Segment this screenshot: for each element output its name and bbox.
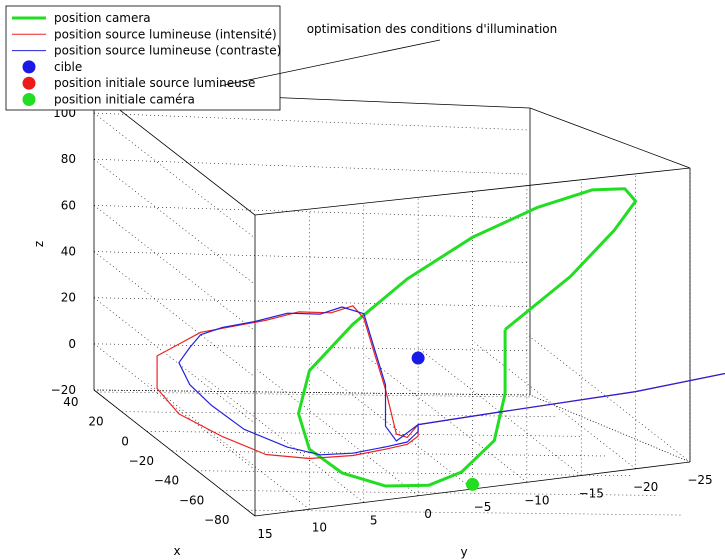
z-grid-line <box>93 251 531 263</box>
series-line-0 <box>297 187 638 488</box>
series-line-1 <box>156 305 725 460</box>
x-grid-line <box>121 411 558 417</box>
z-grid-line <box>93 297 256 424</box>
z-axis-label: z <box>32 241 46 247</box>
x-tick-label: 20 <box>88 415 103 429</box>
x-tick-label: −40 <box>154 474 179 488</box>
y-grid-line <box>474 342 636 469</box>
z-tick-label: 40 <box>61 245 76 259</box>
front-top-edge-left <box>93 89 256 216</box>
legend-leader-line <box>219 39 441 87</box>
z-tick-label: 60 <box>61 198 76 212</box>
x-grid-line <box>171 450 608 457</box>
marker-0 <box>411 351 425 365</box>
data-series <box>156 187 725 488</box>
grid-lines <box>93 112 691 517</box>
y-grid-line <box>528 335 691 463</box>
y-tick-label: −25 <box>687 473 712 487</box>
z-tick-label: −20 <box>51 383 76 397</box>
y-tick-label: 5 <box>370 514 378 528</box>
z-grid-line <box>93 343 256 470</box>
x-grid-line <box>247 509 684 516</box>
z-grid-line <box>93 205 256 332</box>
legend-label: cible <box>54 60 82 74</box>
z-grid-line <box>93 158 531 175</box>
z-grid-line <box>93 389 531 396</box>
z-grid-line <box>93 251 256 378</box>
data-markers <box>411 351 479 491</box>
x-grid-line <box>146 431 583 437</box>
y-tick-label: −10 <box>524 493 549 507</box>
y-tick-label: −15 <box>579 487 604 501</box>
x-axis-line <box>93 389 256 517</box>
x-tick-label: 0 <box>121 434 129 448</box>
y-grid-line <box>202 376 364 503</box>
legend-label: position source lumineuse (contraste) <box>54 44 281 58</box>
z-grid-line <box>93 205 531 219</box>
legend-label: position initiale source lumineuse <box>54 76 255 90</box>
y-tick-label: 0 <box>424 507 432 521</box>
y-axis-label: y <box>460 545 467 559</box>
z-tick-label: 0 <box>68 337 76 351</box>
legend-label: position source lumineuse (intensité) <box>54 27 277 41</box>
legend-marker-swatch <box>22 60 36 74</box>
legend-label: position camera <box>54 11 151 25</box>
x-grid-line <box>222 490 659 496</box>
back-bottom-edge <box>93 389 691 463</box>
y-grid-line <box>256 369 419 496</box>
legend-marker-swatch <box>22 76 36 90</box>
marker-2 <box>466 477 479 491</box>
z-grid-line <box>93 297 531 307</box>
y-tick-label: −5 <box>474 500 492 514</box>
axes-box <box>93 89 691 517</box>
z-tick-label: 80 <box>61 152 76 166</box>
series-line-2 <box>178 306 725 456</box>
y-tick-label: 10 <box>312 520 327 534</box>
z-tick-label: 20 <box>61 291 76 305</box>
legend-label: position initiale caméra <box>54 93 195 107</box>
front-top-edge <box>254 167 691 216</box>
x-tick-label: −80 <box>204 513 229 527</box>
x-axis-label: x <box>173 544 180 558</box>
y-tick-label: −20 <box>633 480 658 494</box>
z-grid-line <box>93 158 256 285</box>
x-grid-line <box>197 470 634 477</box>
x-grid-line <box>96 391 533 398</box>
z-grid-line <box>93 112 531 131</box>
x-tick-label: −20 <box>129 454 154 468</box>
legend-marker-swatch <box>22 93 36 106</box>
x-tick-label: −60 <box>179 493 204 507</box>
legend: position camera position source lumineuse… <box>5 5 441 111</box>
y-grid-line <box>365 356 528 483</box>
z-grid-line <box>93 112 256 239</box>
z-grid-line <box>93 343 531 352</box>
legend-box <box>5 5 281 111</box>
y-tick-label: 15 <box>257 527 272 541</box>
x-tick-label: 40 <box>63 395 78 409</box>
chart-title: optimisation des conditions d'illuminati… <box>307 22 558 36</box>
